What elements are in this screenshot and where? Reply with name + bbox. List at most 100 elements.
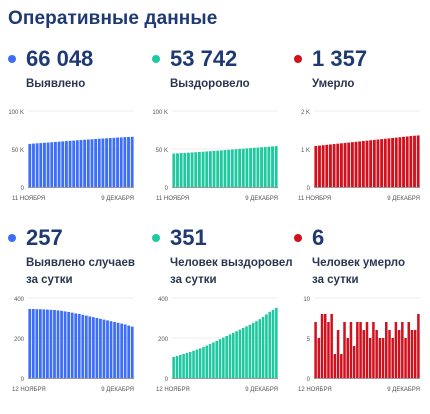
bar — [369, 140, 373, 187]
bar — [31, 309, 35, 378]
bar — [192, 350, 195, 378]
bar — [201, 151, 205, 187]
bar — [361, 141, 365, 187]
x-tick-label: 9 ДЕКАБРЯ — [101, 196, 134, 202]
bar — [405, 136, 409, 187]
panel-deaths: 1 357 Умерло 2 K 1 K 0 11 НОЯБРЯ 9 ДЕКАБРЯ — [290, 45, 430, 235]
bar — [102, 319, 106, 378]
bar-chart: 2 K 1 K 0 11 НОЯБРЯ 9 ДЕКАБРЯ — [298, 110, 420, 202]
stat-value: 6 — [312, 225, 325, 250]
bar — [94, 138, 98, 187]
bar — [61, 141, 65, 187]
bar — [91, 317, 95, 378]
bar — [197, 151, 201, 187]
panel-recovered: 53 742 Выздоровело 100 K 50 K 0 11 НОЯБРЯ 9 … — [148, 45, 288, 235]
bar — [28, 309, 32, 378]
bar — [362, 330, 366, 378]
bar — [234, 149, 238, 187]
bar — [46, 309, 49, 378]
bar-chart: 100 K 50 K 0 11 НОЯБРЯ 9 ДЕКАБРЯ — [8, 110, 134, 202]
bar — [383, 138, 387, 187]
bar — [218, 339, 222, 378]
bar — [314, 145, 318, 187]
bar — [238, 329, 242, 378]
bar-chart: 400 200 0 12 НОЯБРЯ 9 ДЕКАБРЯ — [12, 297, 134, 393]
bar — [275, 307, 278, 378]
stat-row: 257 — [4, 224, 63, 252]
bar — [251, 323, 255, 378]
bar — [227, 149, 231, 187]
stat-value: 66 048 — [26, 46, 94, 71]
bullet-dot-icon — [8, 234, 16, 242]
bar — [333, 354, 337, 378]
bar — [354, 141, 358, 187]
bar — [86, 139, 90, 187]
stat-label: Выявлено случаев за сутки — [26, 255, 135, 289]
bar — [413, 330, 417, 378]
bar — [385, 322, 388, 378]
bar-chart: 400 200 0 12 НОЯБРЯ 9 ДЕКАБРЯ — [156, 297, 278, 393]
x-tick-label: 9 ДЕКАБРЯ — [245, 196, 278, 202]
stat-label-line: за сутки — [170, 274, 217, 286]
y-tick-label: 2 K — [301, 110, 310, 116]
bar — [219, 150, 223, 187]
y-tick-label: 10 — [303, 297, 310, 303]
bar — [394, 137, 398, 187]
stat-row: 6 — [290, 224, 324, 252]
bar — [336, 330, 340, 378]
bar — [212, 150, 216, 187]
stat-label: Человек выздоровел за сутки — [170, 255, 293, 289]
bar — [274, 146, 278, 187]
bar — [249, 148, 253, 187]
stat-label-line: Выявлено случаев — [26, 257, 135, 269]
bar — [265, 314, 268, 378]
x-tick-label: 12 НОЯБРЯ — [12, 387, 46, 393]
bar — [245, 326, 248, 378]
bar-chart: 10 5 0 12 НОЯБРЯ 9 ДЕКАБРЯ — [298, 297, 420, 393]
bar — [119, 137, 123, 187]
bar — [127, 325, 131, 378]
bar — [252, 147, 256, 187]
y-tick-label: 0 — [21, 377, 25, 383]
bar — [35, 309, 39, 378]
bar — [172, 357, 175, 378]
bar — [340, 354, 343, 378]
bar — [32, 143, 35, 187]
stat-label: Человек умерло за сутки — [312, 255, 405, 289]
bar — [320, 314, 324, 378]
bar — [183, 152, 187, 187]
bar — [356, 322, 359, 378]
bar — [413, 135, 416, 187]
bar — [343, 322, 346, 378]
bar — [350, 142, 354, 187]
bar — [397, 330, 401, 378]
panel-daily-deaths: 6 Человек умерло за сутки 10 5 0 12 НОЯБРЯ 9… — [290, 224, 430, 414]
bar — [329, 144, 332, 187]
stat-label-line: Человек выздоровел — [170, 257, 293, 269]
bar — [380, 139, 384, 187]
bar — [241, 148, 245, 187]
bar — [225, 336, 228, 378]
bar — [99, 318, 102, 378]
bar — [182, 354, 185, 378]
bar — [368, 338, 372, 378]
bar — [222, 337, 225, 378]
bar — [106, 320, 109, 378]
bar — [381, 338, 385, 378]
bar — [402, 136, 405, 187]
stat-label-line: Человек умерло — [312, 257, 405, 269]
bar — [347, 142, 351, 187]
bar — [56, 310, 60, 378]
bar — [260, 147, 263, 187]
bar — [215, 340, 219, 378]
bar — [343, 142, 347, 187]
stat-label-line: Выздоровело — [170, 78, 250, 90]
bar — [208, 344, 212, 378]
x-tick-label: 9 ДЕКАБРЯ — [387, 387, 420, 393]
bullet-dot-icon — [152, 234, 160, 242]
bar — [190, 152, 194, 187]
bar — [35, 143, 39, 187]
bar — [336, 143, 340, 187]
bar — [258, 319, 262, 378]
bar — [42, 309, 46, 378]
